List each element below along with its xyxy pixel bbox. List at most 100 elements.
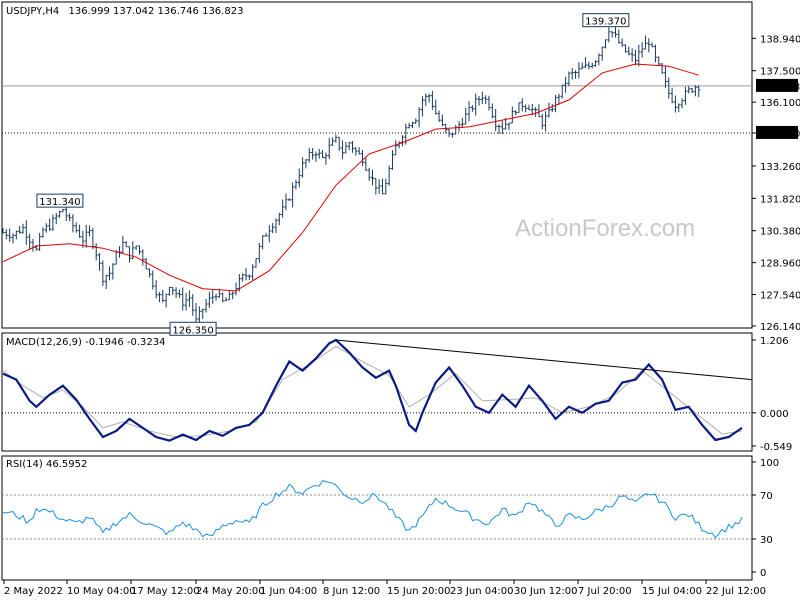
price-bar: [304, 158, 308, 169]
price-bar: [274, 218, 278, 233]
rsi-tick-label: 0: [760, 568, 766, 579]
price-bar: [44, 223, 48, 233]
price-bar: [307, 147, 311, 163]
price-bar: [164, 293, 168, 308]
price-bar: [78, 224, 82, 238]
price-bar: [157, 292, 161, 303]
price-bar: [201, 308, 205, 319]
price-bar: [11, 233, 15, 244]
price-tick-label: 126.140: [760, 322, 800, 333]
annotation-text: 131.340: [39, 197, 80, 208]
price-bar: [580, 62, 584, 70]
price-bar: [397, 141, 401, 149]
price-bar: [430, 90, 434, 110]
price-bar: [354, 146, 358, 156]
symbol-label: USDJPY,H4: [6, 6, 59, 17]
price-bar: [231, 291, 235, 300]
price-bar: [697, 85, 701, 98]
price-bar: [214, 293, 218, 301]
price-bar: [484, 95, 488, 105]
rsi-header-label: RSI(14) 46.5952: [6, 459, 87, 470]
price-bar: [510, 106, 514, 124]
price-bar: [610, 31, 614, 38]
x-tick-label: 22 Jul 12:00: [706, 586, 766, 597]
price-bar: [410, 121, 414, 129]
price-bar: [364, 157, 368, 171]
price-bar: [570, 68, 574, 80]
annotation-text: 126.350: [172, 325, 213, 336]
price-bar: [490, 103, 494, 119]
price-bar: [527, 104, 531, 111]
price-bar: [663, 66, 667, 88]
price-bar: [447, 129, 451, 137]
x-tick-label: 2 May 2022: [4, 586, 63, 597]
price-bar: [450, 133, 454, 138]
price-tick-label: 136.100: [760, 98, 800, 109]
price-bar: [61, 208, 65, 213]
price-bar: [58, 210, 62, 218]
price-bar: [327, 137, 331, 160]
price-bar: [147, 268, 151, 278]
price-bar: [517, 102, 521, 114]
price-bar: [380, 178, 384, 195]
annotation-box: [169, 321, 217, 336]
price-bar: [574, 70, 578, 79]
price-bar: [154, 280, 158, 299]
price-series-layer: 139.370 131.340 126.350: [1, 13, 752, 336]
price-bar: [524, 104, 528, 113]
x-tick-label: 15 Jun 20:00: [387, 586, 451, 597]
x-tick-label: 23 Jun 04:00: [450, 586, 514, 597]
price-bar: [390, 150, 394, 170]
price-bar: [584, 57, 588, 68]
price-bar: [604, 39, 608, 49]
price-bar: [474, 93, 478, 116]
macd-trendline: [335, 339, 753, 381]
price-tick-label: 127.540: [760, 291, 800, 302]
x-tick-label: 1 Jun 04:00: [260, 586, 317, 597]
price-bar: [277, 212, 281, 226]
price-bar: [530, 103, 534, 116]
price-bar: [84, 224, 88, 248]
price-tick-label: 138.940: [760, 34, 800, 45]
price-bar: [547, 102, 551, 118]
x-tick-label: 17 May 12:00: [131, 586, 200, 597]
price-bar: [480, 91, 484, 104]
price-bar: [514, 110, 518, 116]
price-bar: [347, 141, 351, 151]
price-panel: [1, 1, 753, 329]
price-bar: [311, 148, 315, 160]
price-bar: [41, 227, 45, 238]
price-bar: [564, 76, 568, 93]
price-bar: [111, 263, 115, 280]
price-bar: [4, 229, 8, 240]
price-bar: [594, 60, 598, 67]
price-bar: [344, 141, 348, 154]
price-bar: [361, 149, 365, 166]
price-bar: [577, 62, 581, 79]
price-bar: [98, 252, 102, 271]
price-bar: [24, 220, 28, 245]
price-bar: [28, 233, 32, 250]
price-bar: [108, 266, 112, 281]
price-bar: [420, 96, 424, 117]
price-bar: [540, 114, 544, 130]
price-bar: [640, 42, 644, 58]
rsi-series-layer: [2, 480, 752, 540]
price-bar: [121, 235, 125, 254]
price-bar: [187, 290, 191, 307]
price-bar: [167, 286, 171, 296]
price-bar: [693, 85, 697, 97]
price-bar: [617, 29, 621, 44]
price-bar: [171, 286, 175, 295]
price-tick-label: 137.500: [760, 67, 800, 78]
price-tick-label: 128.960: [760, 259, 800, 270]
price-bar: [597, 53, 601, 66]
price-bar: [670, 87, 674, 104]
price-bar: [637, 44, 641, 67]
price-bar: [241, 273, 245, 282]
price-bar: [394, 140, 398, 156]
price-bar: [673, 95, 677, 113]
annotation-box: [582, 13, 630, 28]
price-bar: [8, 228, 12, 242]
price-bar: [284, 193, 288, 211]
